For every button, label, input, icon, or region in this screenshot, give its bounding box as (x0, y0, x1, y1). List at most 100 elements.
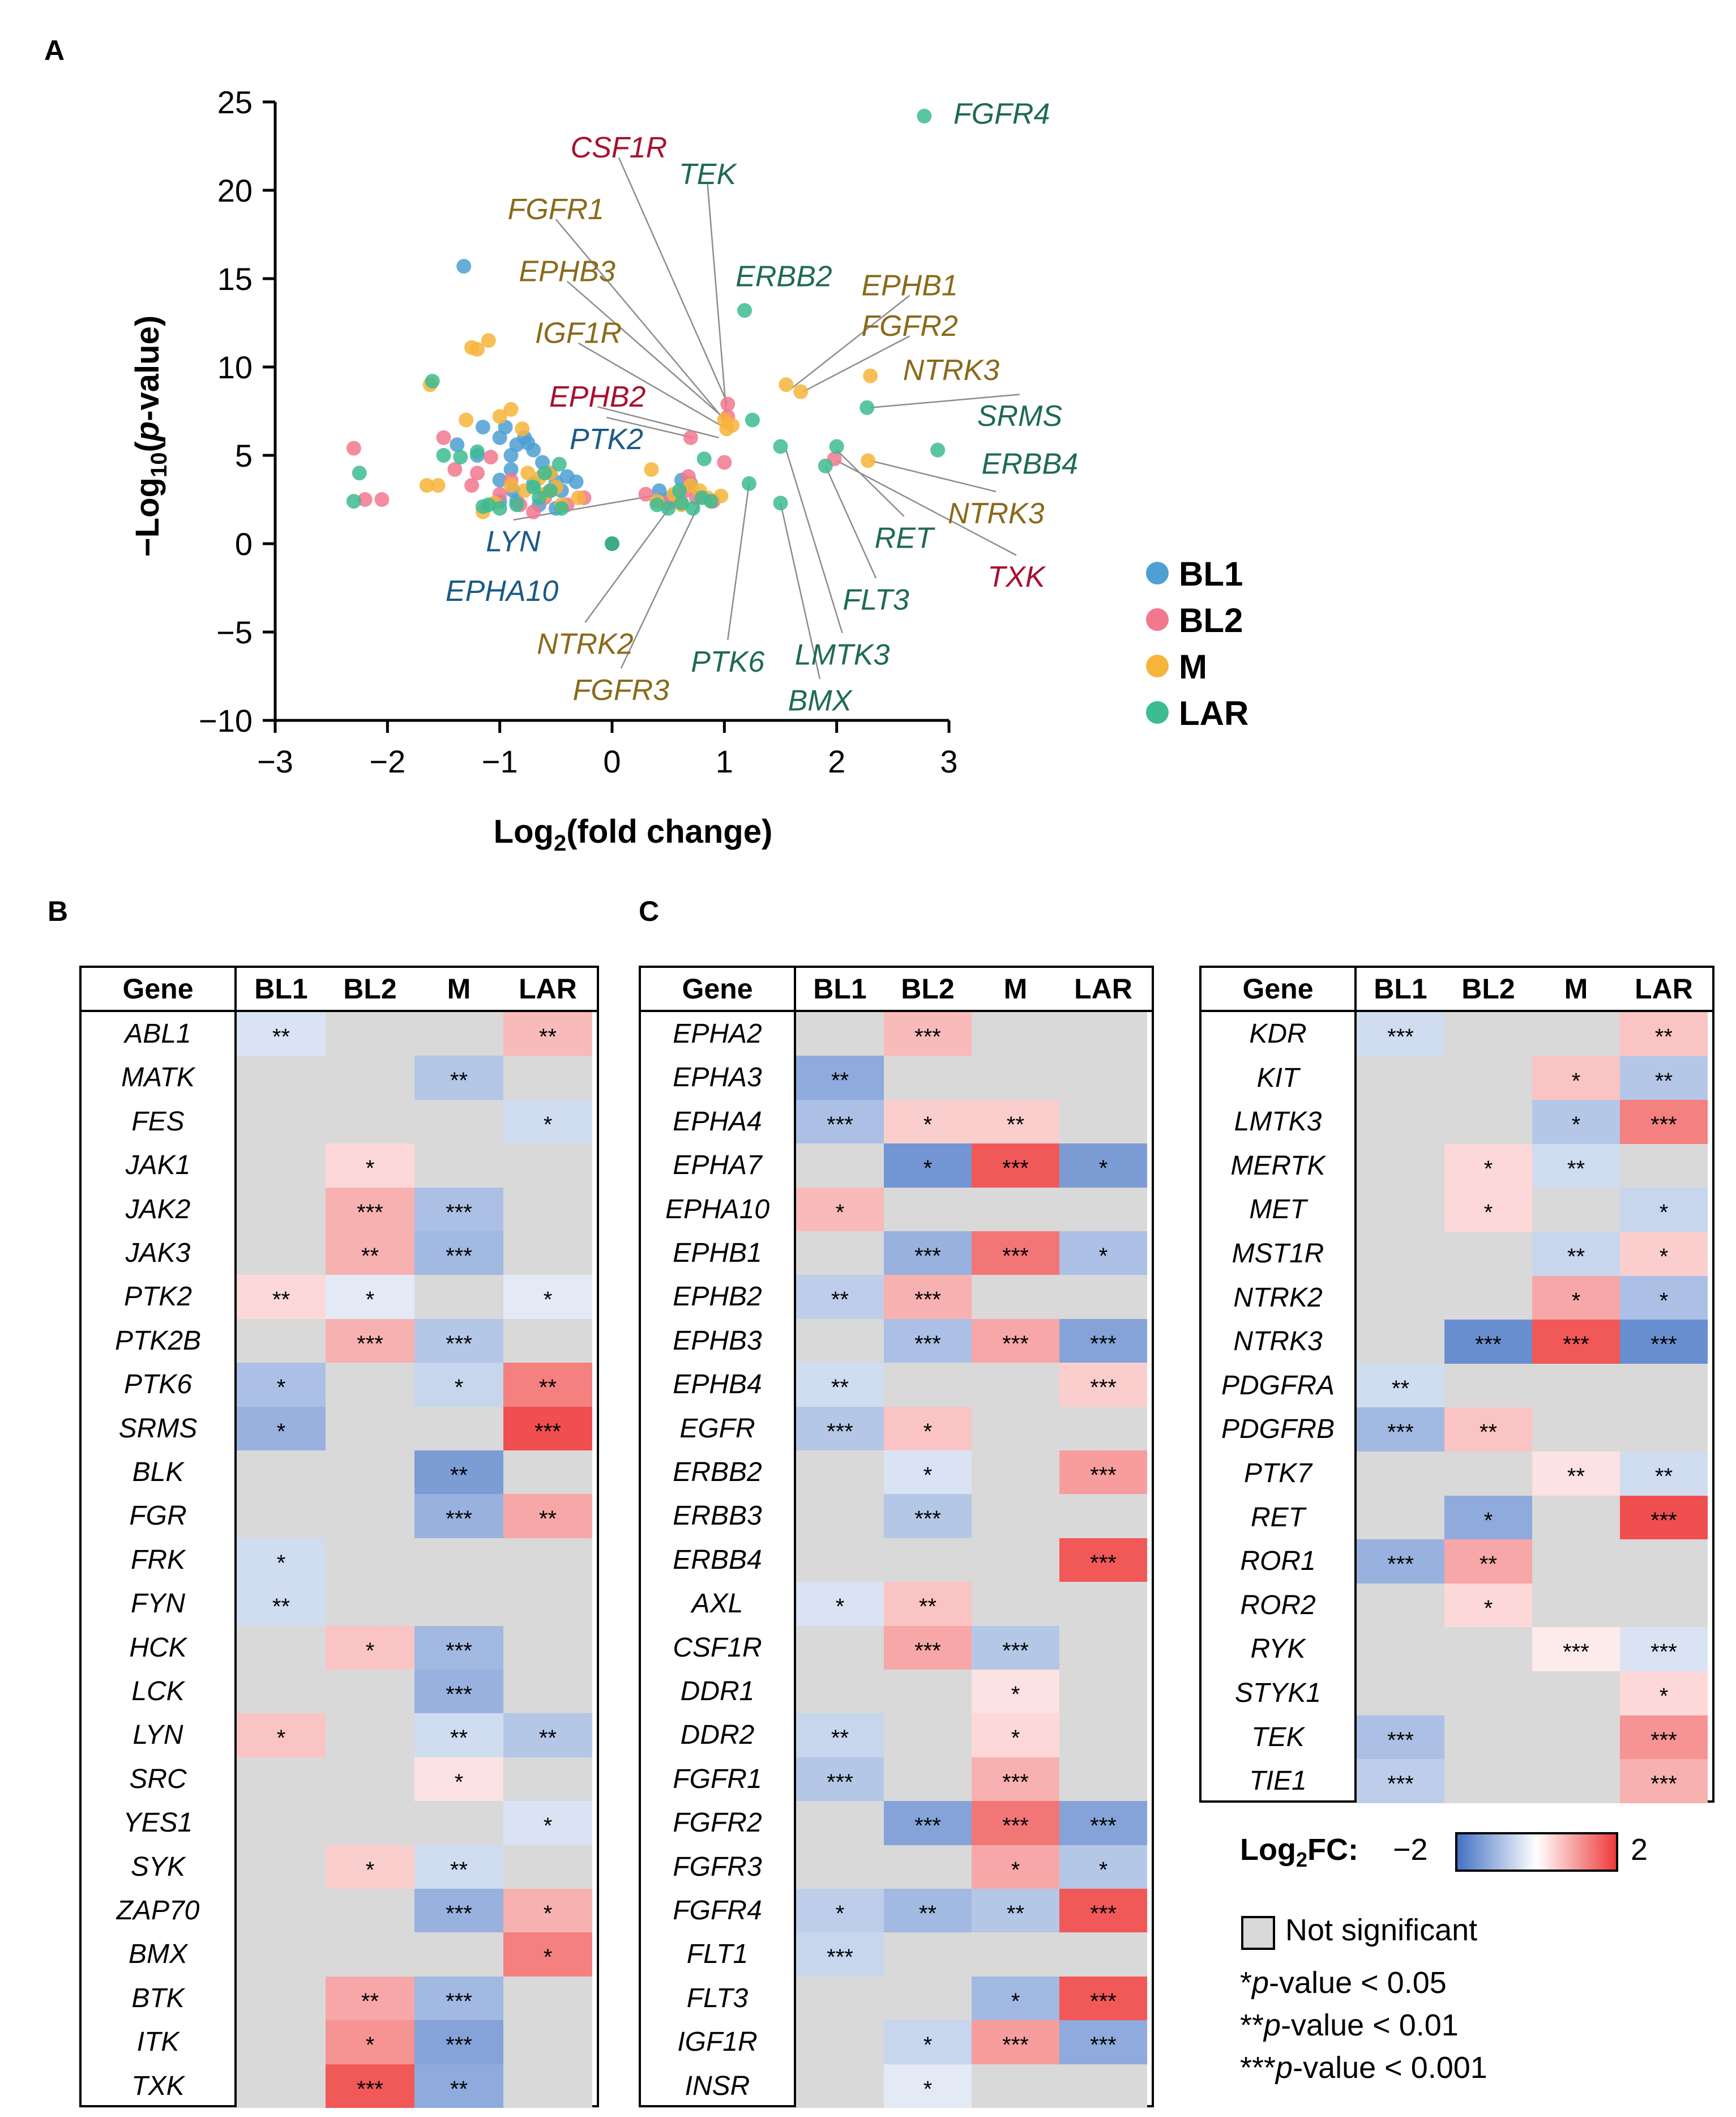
heat-cell (972, 1450, 1059, 1495)
gene-name: JAK2 (125, 1194, 191, 1224)
heat-cell (326, 1932, 414, 1977)
point-lar (537, 466, 552, 481)
table-row: IGF1R * *** *** (641, 2020, 1152, 2064)
heat-cell (1357, 1452, 1444, 1496)
heat-cell: ** (326, 1231, 414, 1275)
table-row: EPHB1 *** *** * (641, 1231, 1152, 1275)
heat-cell (237, 1625, 326, 1670)
header-bl1: BL1 (813, 973, 867, 1005)
table-row: FGR *** ** (82, 1494, 597, 1538)
heat-cell (796, 1976, 884, 2021)
heat-cell: *** (1620, 1100, 1708, 1144)
heat-cell (414, 1582, 503, 1626)
heat-cell: ** (237, 1582, 326, 1626)
y-tick-label: 10 (217, 349, 253, 385)
heat-cell (1059, 1494, 1147, 1538)
annotation-label: TXK (987, 561, 1046, 594)
heat-cell: * (1059, 1143, 1147, 1188)
heat-cell: * (1620, 1275, 1708, 1320)
heat-cell (326, 1889, 414, 1933)
table-row: NTRK3 *** *** *** (1201, 1320, 1712, 1364)
color-scale-bar (1455, 1832, 1618, 1872)
heat-cell (503, 2064, 592, 2108)
legend-dot-bl1 (1146, 562, 1169, 584)
heat-cell (326, 1012, 414, 1056)
heat-cell: ** (1620, 1056, 1708, 1100)
heat-cell (1444, 1012, 1532, 1056)
heat-cell: * (1532, 1275, 1620, 1320)
heatmap-table-c-left: Gene BL1 BL2 M LAR EPHA2 *** EPHA3 ** EPHA4 *** * **… (639, 966, 1154, 2108)
header-lar: LAR (1635, 973, 1693, 1005)
header-bl2: BL2 (343, 973, 397, 1005)
heat-cell: * (1444, 1495, 1532, 1540)
table-row: EPHA10 * (641, 1187, 1152, 1231)
heat-cell (1059, 2064, 1147, 2108)
heat-cell: *** (414, 1318, 503, 1363)
x-tick-label: 2 (828, 744, 845, 779)
header-lar: LAR (519, 973, 577, 1005)
heat-cell (326, 1713, 414, 1757)
heat-cell (414, 1406, 503, 1450)
point-lar (737, 303, 752, 318)
annotation-label: EPHB2 (549, 381, 646, 413)
heat-cell: *** (414, 1187, 503, 1231)
point-bl2 (483, 450, 498, 465)
heat-cell: ** (1532, 1232, 1620, 1276)
table-row: LMTK3 * *** (1201, 1100, 1712, 1144)
heat-cell (237, 2020, 326, 2064)
heat-cell (414, 1143, 503, 1188)
x-tick-label: 3 (940, 744, 957, 779)
heat-cell: * (1532, 1056, 1620, 1100)
gene-name: IGF1R (677, 2027, 758, 2058)
heat-cell (1357, 1143, 1444, 1188)
gene-name: EPHA10 (665, 1194, 770, 1224)
heat-cell (414, 1012, 503, 1056)
heat-cell (1059, 1099, 1147, 1144)
heat-cell: * (884, 2064, 972, 2108)
heat-cell (1532, 1759, 1620, 1803)
point-bl2 (374, 492, 390, 507)
heat-cell (503, 1582, 592, 1626)
header-bl2: BL2 (901, 973, 955, 1005)
point-bl1 (492, 472, 507, 488)
point-m (520, 466, 536, 481)
gene-name: BTK (131, 1983, 185, 2013)
heat-cell: *** (1532, 1320, 1620, 1364)
heat-cell: ** (503, 1494, 592, 1538)
header-bl1: BL1 (254, 973, 308, 1005)
gene-name: EPHB4 (673, 1369, 762, 1400)
heat-cell: ** (414, 1845, 503, 1889)
p-legend-3: ***p-value < 0.001 (1240, 2051, 1487, 2085)
heat-cell (237, 1801, 326, 1845)
heat-cell: * (796, 1582, 884, 1626)
heat-cell (1532, 1188, 1620, 1232)
table-row: FYN ** (82, 1582, 597, 1626)
point-lar (492, 501, 507, 516)
leader-line (578, 342, 727, 430)
heat-cell: * (326, 1275, 414, 1319)
annotation-label: BMX (788, 685, 853, 718)
heat-cell (1444, 1452, 1532, 1496)
heat-cell: * (503, 1801, 592, 1845)
table-row: EGFR *** * (641, 1406, 1152, 1450)
header-gene: Gene (1242, 973, 1314, 1005)
heat-cell: ** (796, 1713, 884, 1757)
heat-cell (503, 1976, 592, 2021)
gene-name: KIT (1256, 1062, 1299, 1093)
table-row: ERBB2 * *** (641, 1450, 1152, 1495)
leader-line (584, 493, 681, 623)
heat-cell (1620, 1407, 1708, 1452)
point-lar (453, 450, 468, 465)
gene-name: ERBB2 (673, 1457, 762, 1487)
heat-cell (1444, 1627, 1532, 1671)
annotation-label: FGFR3 (573, 674, 670, 707)
point-lar (542, 483, 558, 498)
heat-cell (884, 1713, 972, 1757)
gene-name: FLT1 (686, 1939, 749, 1970)
point-bl1 (456, 259, 472, 274)
point-m (503, 478, 519, 493)
heat-cell (1444, 1232, 1532, 1276)
gene-name: HCK (129, 1632, 187, 1663)
gene-name: PDGFRA (1221, 1370, 1335, 1401)
